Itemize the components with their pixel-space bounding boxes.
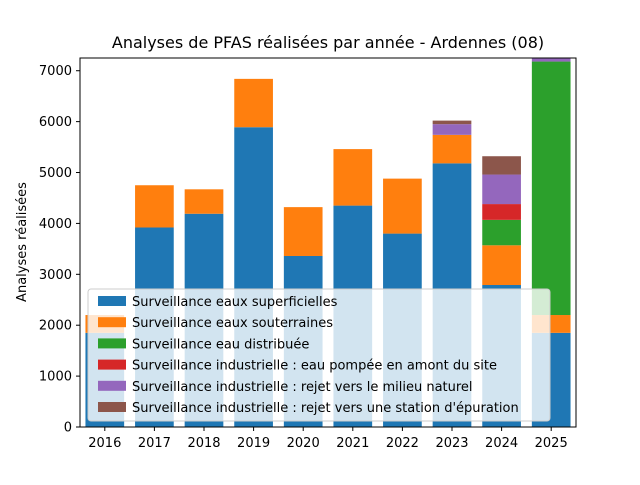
bar-2025-series-4 <box>531 58 571 62</box>
x-tick-label: 2019 <box>237 436 270 451</box>
y-tick-label: 6000 <box>39 115 72 130</box>
legend: Surveillance eaux superficielles Surveill… <box>87 288 551 422</box>
y-tick-label: 4000 <box>39 217 72 232</box>
bar-2022-series-1 <box>383 178 422 234</box>
plot-frame <box>79 57 577 428</box>
legend-label: Surveillance eau distribuée <box>132 337 309 352</box>
chart-title: Analyses de PFAS réalisées par année - A… <box>112 33 544 52</box>
bar-2018-series-1 <box>184 189 224 214</box>
bar-2023-series-1 <box>432 134 472 164</box>
bar-2024-series-1 <box>482 245 521 285</box>
legend-swatch <box>98 317 126 328</box>
y-tick-label: 2000 <box>39 319 72 334</box>
legend-label: Surveillance industrielle : rejet vers u… <box>132 401 519 416</box>
y-tick-label: 0 <box>64 421 72 436</box>
legend-swatch <box>98 359 126 370</box>
x-tick-label: 2025 <box>535 436 568 451</box>
y-tick-label: 3000 <box>39 268 72 283</box>
bar-2021-series-1 <box>333 149 373 206</box>
legend-swatch <box>98 380 126 391</box>
legend-label: Surveillance eaux souterraines <box>132 316 333 331</box>
x-tick-label: 2023 <box>435 436 468 451</box>
bar-2024-series-4 <box>482 174 521 205</box>
legend-swatch <box>98 338 126 349</box>
x-tick-label: 2022 <box>386 436 419 451</box>
legend-label: Surveillance industrielle : rejet vers l… <box>132 380 473 395</box>
x-tick-label: 2017 <box>138 436 171 451</box>
y-axis: 0 1000 2000 3000 4000 5000 6000 7000 <box>39 64 80 436</box>
x-tick-label: 2024 <box>485 436 518 451</box>
x-tick-label: 2018 <box>187 436 220 451</box>
legend-label: Surveillance industrielle : eau pompée e… <box>132 359 497 374</box>
x-tick-label: 2016 <box>88 436 121 451</box>
bar-2019-series-1 <box>234 78 273 128</box>
legend-box <box>87 288 551 422</box>
bar-2017-series-1 <box>135 185 174 228</box>
y-tick-label: 1000 <box>39 370 72 385</box>
bar-2023-series-5 <box>432 120 472 125</box>
bar-2024-series-3 <box>482 204 521 220</box>
bar-2025-series-2 <box>531 61 571 316</box>
bar-2020-series-1 <box>283 207 323 256</box>
legend-swatch <box>98 296 126 306</box>
bar-2023-series-4 <box>432 124 472 135</box>
x-tick-label: 2021 <box>336 436 369 451</box>
legend-label: Surveillance eaux superficielles <box>132 295 338 310</box>
x-tick-label: 2020 <box>287 436 320 451</box>
bar-2024-series-2 <box>482 219 521 246</box>
y-tick-label: 7000 <box>39 64 72 79</box>
bar-2024-series-5 <box>482 156 521 175</box>
y-tick-label: 5000 <box>39 166 72 181</box>
legend-swatch <box>98 402 126 412</box>
y-axis-label: Analyses réalisées <box>15 182 30 302</box>
x-axis: 2016 2017 2018 2019 2020 2021 2022 2023 2024 2025 <box>88 427 568 451</box>
